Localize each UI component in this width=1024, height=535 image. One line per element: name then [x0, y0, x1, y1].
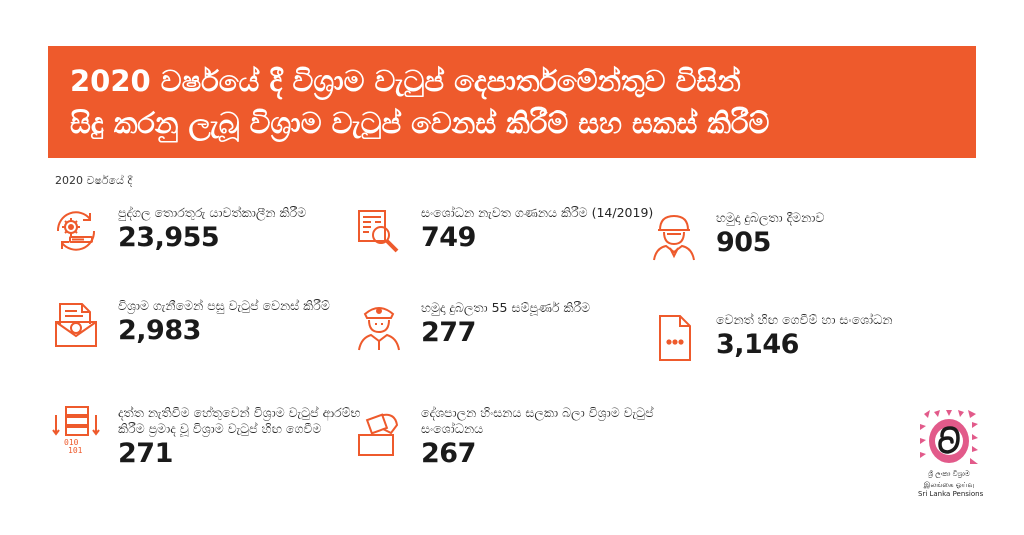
officer-cap-icon	[353, 300, 405, 352]
ballot-box-icon	[353, 405, 405, 457]
stat-label: සංශෝධන නැවත ගණනය කිරීම (14/2019)	[421, 205, 654, 220]
banner-title-line-2: සිදු කරනු ලැබූ විශ්‍රාම වැටුප් වෙනස් කිර…	[70, 106, 770, 140]
stat-label: විශ්‍රාම ගැනීමෙන් පසු වැටුප් වෙනස් කිරීම…	[118, 298, 330, 313]
period-subtitle: 2020 වර්ෂයේ දී	[55, 174, 133, 187]
logo-english-text: Sri Lanka Pensions	[918, 490, 984, 498]
stat-value: 277	[421, 317, 476, 348]
stat-label: හමුදා දුබලතා 55 සම්පූර්ණ කිරීම	[421, 300, 591, 315]
stat-value: 749	[421, 222, 476, 253]
magnifier-document-icon	[353, 205, 405, 257]
server-data-icon: 010 101	[50, 405, 102, 457]
pensions-emblem-icon	[920, 410, 978, 468]
stat-label: පුද්ගල තොරතුරු යාවත්කාලීන කිරීම	[118, 205, 307, 220]
stat-value: 23,955	[118, 222, 220, 253]
soldier-helmet-icon	[648, 210, 700, 262]
envelope-document-icon	[50, 298, 102, 350]
stat-value: 271	[118, 438, 173, 469]
stat-value: 267	[421, 438, 476, 469]
svg-text:101: 101	[68, 446, 83, 455]
gear-cycle-icon	[50, 205, 102, 257]
title-banner: 2020 වර්ෂයේ දී විශ්‍රාම වැටුප් දෙපාර්තමේ…	[48, 46, 976, 158]
banner-title-line-1: 2020 වර්ෂයේ දී විශ්‍රාම වැටුප් දෙපාර්තමේ…	[70, 64, 741, 98]
svg-text:010: 010	[64, 438, 79, 447]
file-dots-icon	[648, 312, 700, 364]
stat-value: 905	[716, 227, 771, 258]
stat-value: 3,146	[716, 329, 799, 360]
stat-label: හමුදා දුබලතා දීමනාව	[716, 210, 825, 225]
sri-lanka-pensions-logo: ශ්‍රී ලංකා විශ්‍රාම இலங்கை ஓய்வு Sri Lan…	[918, 410, 984, 499]
stat-value: 2,983	[118, 315, 201, 346]
stat-label: දත්ත නැතිවීම හේතුවෙන් විශ්‍රාම වැටුප් ආර…	[118, 405, 361, 436]
stat-label: වෙනත් හිඟ ගෙවීම් හා සංශෝධන	[716, 312, 893, 327]
stat-label: දේශපාලන හිංසනය සලකා බලා විශ්‍රාම වැටුප් …	[421, 405, 654, 436]
logo-sinhala-text: ශ්‍රී ලංකා විශ්‍රාම	[928, 470, 970, 478]
logo-tamil-text: இலங்கை ஓய்வு	[923, 481, 975, 489]
